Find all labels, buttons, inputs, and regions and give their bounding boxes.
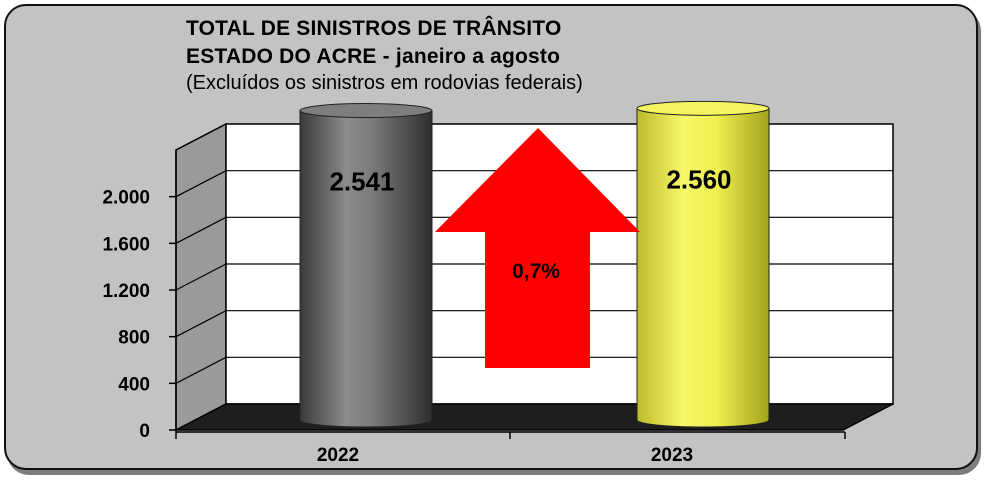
bar-cap [299,103,433,119]
y-tick-label: 400 [118,374,150,395]
gridline-diagonal [175,170,227,198]
gridline-diagonal [175,216,227,244]
y-tick-label: 800 [118,328,150,349]
y-tick-label: 1.200 [102,281,150,302]
chart-title-block: TOTAL DE SINISTROS DE TRÂNSITO ESTADO DO… [186,15,583,95]
arrow-percent-label: 0,7% [512,260,560,283]
y-tick-label: 2.000 [102,188,150,209]
chart-subtitle: ESTADO DO ACRE - janeiro a agosto [186,45,561,68]
gridline-diagonal [175,310,227,338]
gridline-diagonal [175,356,227,384]
bar-value-label: 2.541 [329,167,394,197]
gridline-diagonal [175,263,227,291]
bars: 2.541 2.560 [299,100,770,428]
bar-2023: 2.560 [636,100,770,428]
bar-value-label: 2.560 [666,164,731,194]
floor [175,403,894,431]
bar-body [299,110,433,428]
bar-2022: 2.541 [299,103,433,428]
y-tick-label: 1.600 [102,234,150,255]
chart-note: (Excluídos os sinistros em rodovias fede… [186,72,583,94]
y-axis: 0 400 800 1.200 1.600 2.000 [102,150,177,442]
x-axis: 2022 2023 [175,431,846,466]
bar-body [636,107,770,428]
bar-cap [636,100,770,116]
chart-title: TOTAL DE SINISTROS DE TRÂNSITO [186,17,562,40]
x-category-label: 2022 [317,445,359,466]
y-tick-label: 0 [139,421,150,442]
increase-arrow: 0,7% [435,128,640,368]
arrow-icon [435,128,640,368]
x-category-label: 2023 [651,445,693,466]
